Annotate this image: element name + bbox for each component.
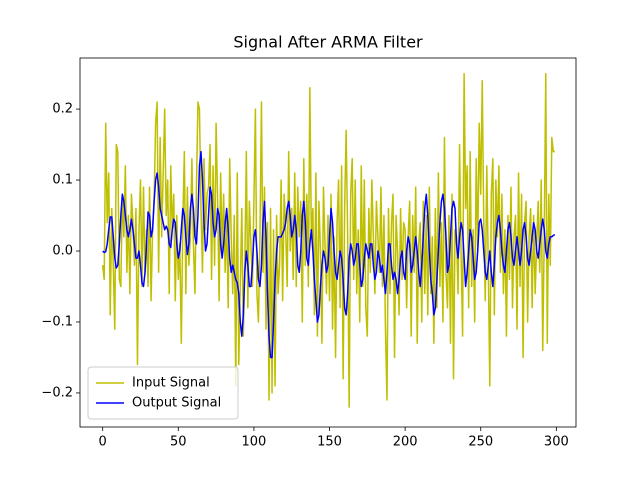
x-tick-label: 200 [393, 435, 418, 450]
chart-title: Signal After ARMA Filter [233, 33, 423, 52]
legend-box [87, 366, 239, 420]
plot-frame [79, 57, 577, 428]
x-tick-label: 0 [99, 435, 107, 450]
legend: Input Signal Output Signal [87, 366, 239, 420]
legend-label: Input Signal [132, 376, 210, 391]
x-tick-label: 300 [544, 435, 569, 450]
x-tick-label: 250 [468, 435, 493, 450]
x-tick-label: 100 [241, 435, 266, 450]
series-line [102, 150, 556, 359]
y-tick-label: 0.1 [52, 173, 73, 188]
x-tick-label: 50 [170, 435, 187, 450]
x-tick-label: 150 [317, 435, 342, 450]
y-tick-label: 0.0 [52, 244, 73, 259]
y-tick-label: −0.2 [41, 385, 73, 400]
legend-label: Output Signal [132, 396, 221, 411]
y-tick-label: −0.1 [41, 314, 73, 329]
y-tick-label: 0.2 [52, 102, 73, 117]
